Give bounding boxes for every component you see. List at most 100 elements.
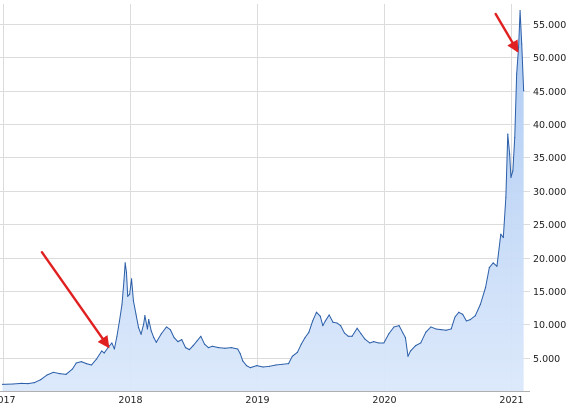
data-point xyxy=(132,300,135,302)
data-point xyxy=(435,328,437,330)
data-point xyxy=(113,348,115,350)
series-area xyxy=(2,10,524,391)
data-point xyxy=(474,315,476,317)
series-layer xyxy=(1,10,525,391)
data-point xyxy=(268,365,271,367)
data-point xyxy=(351,335,353,337)
data-point xyxy=(181,339,183,341)
data-point xyxy=(239,353,241,355)
data-point xyxy=(150,330,152,332)
x-axis-ticks: 2017 2018 2019 2020 2021 xyxy=(0,395,524,406)
data-point xyxy=(373,341,375,343)
data-point xyxy=(262,366,264,368)
data-point xyxy=(347,335,349,337)
data-point xyxy=(59,373,61,375)
data-point xyxy=(224,347,226,349)
data-point xyxy=(95,358,98,360)
y-tick-label: 30.000 xyxy=(533,187,566,198)
data-point xyxy=(123,280,125,282)
data-point xyxy=(204,343,206,345)
data-point xyxy=(211,345,213,347)
data-point xyxy=(242,360,244,362)
data-point xyxy=(153,337,155,339)
data-point xyxy=(40,379,42,381)
data-point xyxy=(192,345,194,347)
data-point xyxy=(80,361,82,363)
y-axis-ticks: 5.000 10.000 15.000 20.000 25.000 30.000 35.00… xyxy=(533,20,566,365)
data-point xyxy=(256,365,258,367)
data-point xyxy=(155,341,157,343)
data-point xyxy=(137,327,140,329)
data-point xyxy=(52,371,54,373)
data-point xyxy=(12,383,14,385)
data-point xyxy=(521,43,523,45)
data-point xyxy=(287,363,290,365)
series-points xyxy=(1,10,525,385)
data-point xyxy=(319,315,321,317)
x-tick-label: 2021 xyxy=(499,395,523,406)
data-point xyxy=(322,325,324,327)
grid xyxy=(0,4,530,392)
data-point xyxy=(75,362,77,364)
data-point xyxy=(27,383,29,385)
data-point xyxy=(454,316,456,318)
data-point xyxy=(484,286,487,289)
data-point xyxy=(111,342,113,344)
data-point xyxy=(296,351,299,353)
data-point xyxy=(144,315,146,317)
data-point xyxy=(312,320,314,322)
data-point xyxy=(230,347,232,349)
data-point xyxy=(415,345,417,347)
x-tick-label: 2020 xyxy=(372,395,396,406)
data-point xyxy=(425,331,427,333)
data-point xyxy=(500,233,502,235)
data-point xyxy=(340,325,342,327)
data-point xyxy=(130,278,133,280)
data-point xyxy=(21,382,23,384)
data-point xyxy=(523,90,525,92)
y-tick-label: 40.000 xyxy=(533,120,566,131)
data-point xyxy=(516,73,518,75)
y-tick-label: 50.000 xyxy=(533,53,566,64)
data-point xyxy=(458,311,460,313)
data-point xyxy=(116,335,118,337)
data-point xyxy=(512,170,514,172)
data-point xyxy=(173,337,175,339)
data-point xyxy=(101,350,103,352)
data-point xyxy=(383,342,385,344)
data-point xyxy=(328,314,330,316)
data-point xyxy=(129,293,131,295)
data-point xyxy=(308,331,310,333)
data-point xyxy=(356,327,358,329)
data-point xyxy=(237,348,239,350)
data-point xyxy=(378,342,380,344)
data-point xyxy=(496,265,498,267)
data-point xyxy=(146,328,149,330)
y-tick-label: 15.000 xyxy=(533,287,566,298)
data-point xyxy=(465,320,468,322)
data-point xyxy=(407,355,409,357)
data-point xyxy=(517,46,520,48)
data-point xyxy=(281,363,283,365)
y-tick-label: 20.000 xyxy=(533,254,566,265)
data-point xyxy=(332,321,334,323)
data-point xyxy=(207,347,210,349)
data-point xyxy=(33,382,35,384)
data-point xyxy=(124,262,126,264)
data-point xyxy=(71,368,74,370)
data-point xyxy=(430,326,432,328)
y-tick-label: 45.000 xyxy=(533,87,566,98)
data-point xyxy=(148,319,150,321)
x-tick-label: 2019 xyxy=(245,395,269,406)
data-point xyxy=(140,333,142,335)
data-point xyxy=(519,10,521,12)
data-point xyxy=(440,329,442,331)
data-point xyxy=(65,373,67,375)
data-point xyxy=(404,337,407,339)
annotation-arrow xyxy=(494,12,519,53)
y-tick-label: 55.000 xyxy=(533,20,566,31)
data-point xyxy=(90,364,93,366)
data-point xyxy=(249,367,251,369)
data-point xyxy=(469,319,471,321)
data-point xyxy=(409,350,412,352)
